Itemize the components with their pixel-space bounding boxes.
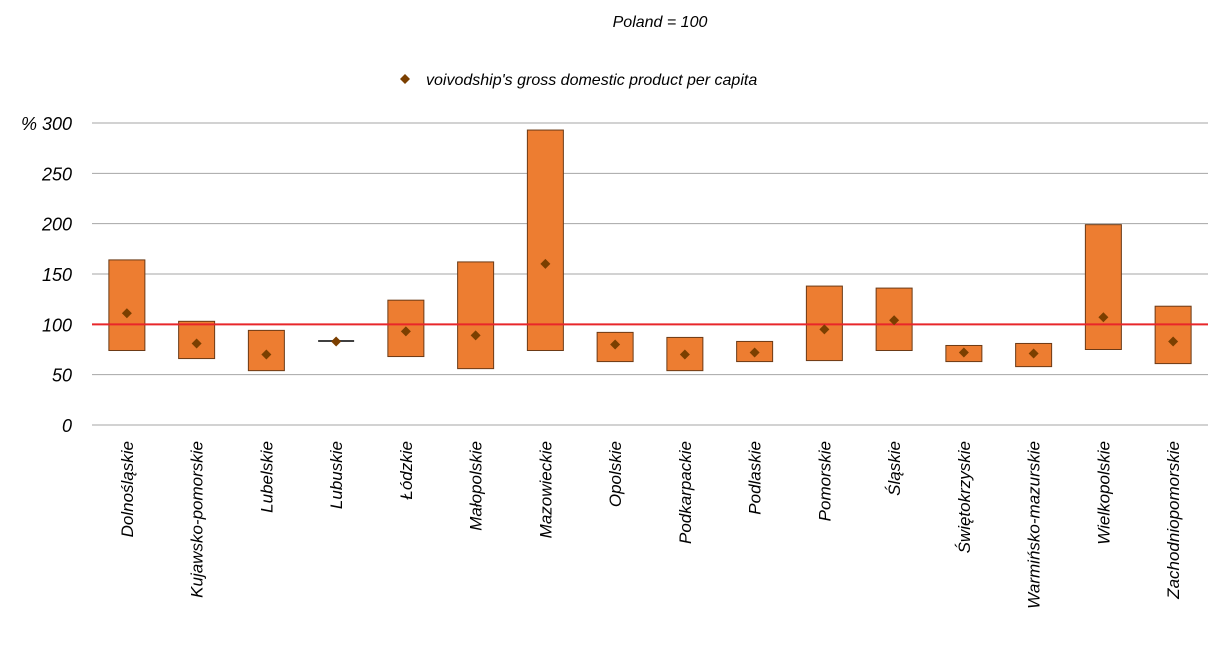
- gdp-marker-1: [191, 338, 202, 349]
- gridlines: [92, 122, 1208, 426]
- category-label-1: Kujawsko-pomorskie: [188, 441, 207, 598]
- category-label-10: Pomorskie: [815, 441, 834, 521]
- range-bar-6: [526, 129, 564, 352]
- gdp-marker-15: [1168, 336, 1179, 347]
- category-label-14: Wielkopolskie: [1094, 441, 1113, 545]
- x-axis-labels: Dolnośląskie Kujawsko-pomorskie Lubelskie L…: [118, 441, 1183, 609]
- range-bar-0: [108, 259, 146, 352]
- gdp-marker-10: [819, 324, 830, 335]
- y-tick-label-250: 250: [41, 164, 72, 184]
- category-label-5: Małopolskie: [467, 441, 486, 531]
- range-bar-14: [1084, 224, 1122, 351]
- category-label-11: Śląskie: [885, 441, 904, 496]
- range-bar-5: [457, 261, 495, 370]
- category-label-13: Warmińsko-mazurskie: [1025, 441, 1044, 609]
- category-label-3: Lubuskie: [327, 441, 346, 509]
- y-tick-label-300: % 300: [21, 114, 72, 134]
- range-bar-10: [805, 285, 843, 362]
- gdp-marker-8: [679, 349, 690, 360]
- category-label-8: Podkarpackie: [676, 441, 695, 544]
- legend: voivodship's gross domestic product per …: [400, 72, 757, 89]
- gdp-markers: [121, 258, 1179, 360]
- legend-label: voivodship's gross domestic product per …: [426, 72, 757, 89]
- category-label-2: Lubelskie: [257, 441, 276, 513]
- y-tick-label-50: 50: [52, 366, 72, 386]
- gdp-marker-5: [470, 330, 481, 341]
- gdp-marker-3: [331, 336, 342, 347]
- y-axis-ticks: 0 50 100 150 200 250 % 300: [21, 114, 72, 436]
- range-bars: [108, 129, 1192, 372]
- category-label-15: Zachodniopomorskie: [1164, 441, 1183, 600]
- category-label-0: Dolnośląskie: [118, 441, 137, 537]
- gdp-marker-0: [121, 308, 132, 319]
- legend-diamond-marker: [400, 74, 410, 84]
- y-tick-label-100: 100: [42, 315, 72, 335]
- category-label-12: Świętokrzyskie: [955, 441, 974, 553]
- category-label-6: Mazowieckie: [536, 441, 555, 538]
- gdp-marker-6: [540, 258, 551, 269]
- y-tick-label-200: 200: [41, 215, 72, 235]
- y-tick-label-0: 0: [62, 416, 72, 436]
- gdp-marker-4: [400, 326, 411, 337]
- gdp-marker-13: [1028, 348, 1039, 359]
- category-label-7: Opolskie: [606, 441, 625, 507]
- gdp-marker-11: [889, 315, 900, 326]
- range-bar-15: [1154, 305, 1192, 365]
- category-label-9: Podlaskie: [746, 441, 765, 515]
- chart-subtitle: Poland = 100: [612, 14, 708, 31]
- gdp-marker-12: [958, 347, 969, 358]
- gdp-marker-9: [749, 347, 760, 358]
- category-label-4: Łódzkie: [397, 441, 416, 500]
- gdp-marker-14: [1098, 312, 1109, 323]
- gdp-marker-7: [610, 339, 621, 350]
- gdp-marker-2: [261, 349, 272, 360]
- y-tick-label-150: 150: [42, 265, 72, 285]
